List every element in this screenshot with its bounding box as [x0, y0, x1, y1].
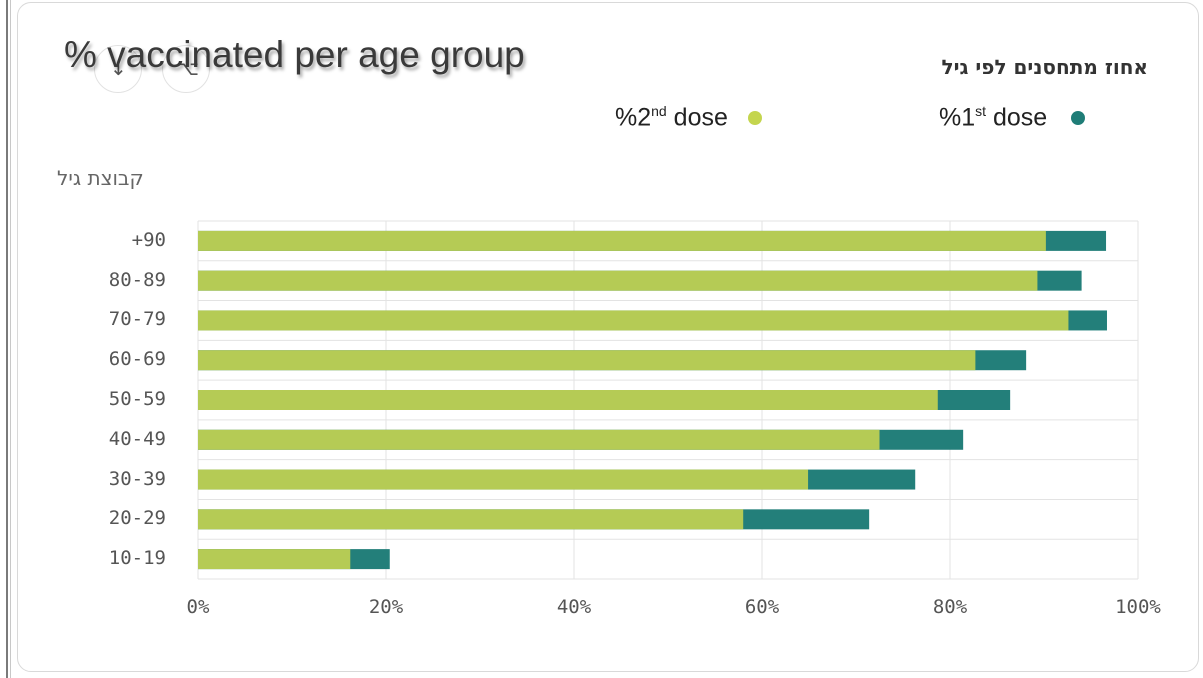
y-tick-label: 70-79 [108, 308, 166, 331]
bar-2nd-dose-40-49 [198, 429, 880, 450]
x-tick-label: 80% [932, 596, 968, 618]
share-button[interactable]: ⌥ [162, 45, 210, 93]
bar-2nd-dose-70-79 [198, 310, 1069, 331]
bar-2nd-dose-50-59 [198, 390, 938, 410]
y-axis-title: קבוצת גיל [57, 166, 144, 190]
bar-2nd-dose-60-69 [198, 350, 976, 371]
legend-swatch-2nd-dose [747, 110, 762, 125]
x-tick-label: 100% [1115, 596, 1161, 618]
y-tick-label: 40-49 [108, 427, 166, 450]
y-tick-label: 20-29 [108, 507, 166, 530]
legend-swatch-1st-dose [1071, 110, 1086, 125]
download-icon: ↓ [110, 56, 127, 80]
bar-2nd-dose-10-19 [198, 549, 351, 570]
x-tick-label: 40% [556, 596, 592, 618]
overlay-title: % vaccinated per age group [64, 34, 525, 75]
bar-2nd-dose-80-89 [198, 270, 1038, 291]
bar-2nd-dose-20-29 [198, 509, 744, 530]
y-tick-label: 30-39 [108, 467, 166, 490]
legend-label-1st-dose: %1st dose [939, 103, 1048, 132]
y-tick-label: +90 [131, 228, 166, 251]
bar-2nd-dose-30-39 [198, 469, 809, 490]
left-border-line-inner [10, 0, 11, 678]
legend-item-1st-dose: %1st dose [939, 103, 1086, 132]
y-tick-label: 50-59 [108, 388, 166, 410]
download-button[interactable]: ↓ [94, 45, 142, 93]
y-tick-label: 10-19 [108, 547, 166, 570]
legend-item-2nd-dose: %2nd dose [615, 103, 762, 132]
bar-2nd-dose-+90 [198, 230, 1046, 251]
legend-label-2nd-dose: %2nd dose [615, 103, 728, 132]
y-tick-label: 60-69 [108, 348, 166, 371]
left-border-line [6, 0, 8, 678]
x-tick-label: 60% [744, 596, 780, 618]
x-tick-label: 20% [368, 596, 404, 618]
y-tick-label: 80-89 [108, 268, 166, 291]
chart-title: אחוז מתחסנים לפי גיל [941, 55, 1148, 79]
share-icon: ⌥ [176, 56, 200, 80]
x-tick-label: 0% [186, 596, 210, 618]
